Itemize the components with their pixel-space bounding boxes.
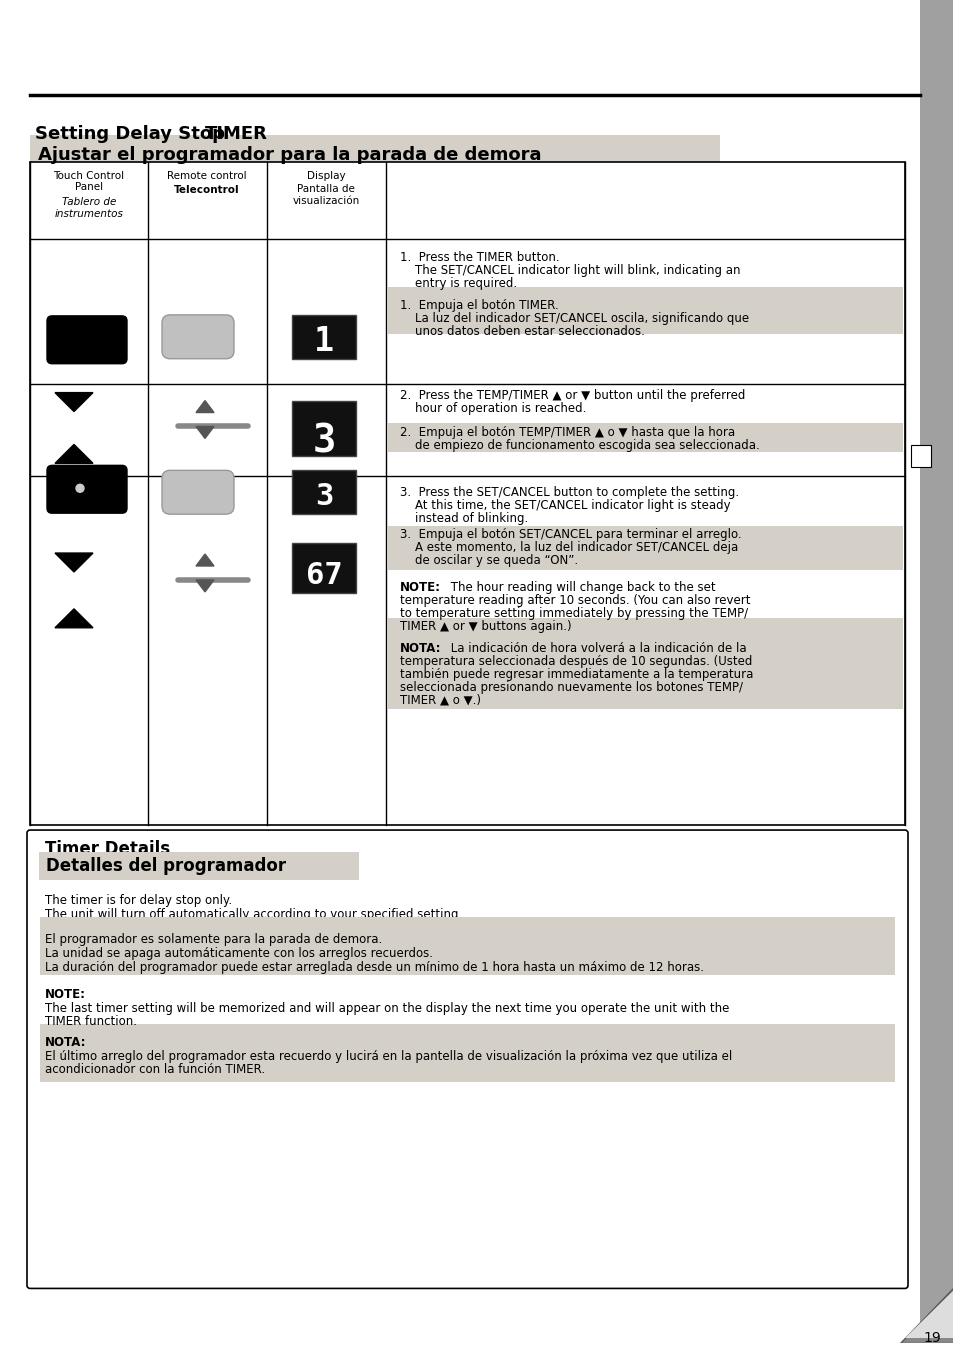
Text: The last timer setting will be memorized and will appear on the display the next: The last timer setting will be memorized… — [45, 1003, 729, 1015]
FancyBboxPatch shape — [387, 526, 902, 570]
Text: The SET/CANCEL indicator light will blink, indicating an: The SET/CANCEL indicator light will blin… — [399, 264, 740, 278]
Polygon shape — [55, 392, 92, 411]
FancyBboxPatch shape — [27, 830, 907, 1289]
Text: Timer Details: Timer Details — [45, 840, 170, 859]
Text: El programador es solamente para la parada de demora.: El programador es solamente para la para… — [45, 933, 382, 946]
FancyBboxPatch shape — [47, 315, 127, 364]
Text: entry is required.: entry is required. — [399, 278, 517, 290]
FancyBboxPatch shape — [387, 422, 902, 453]
Text: Setting Delay Stop: Setting Delay Stop — [35, 124, 231, 143]
Text: The timer is for delay stop only.: The timer is for delay stop only. — [45, 894, 232, 907]
FancyBboxPatch shape — [292, 315, 355, 359]
Text: Telecontrol: Telecontrol — [174, 185, 239, 195]
Text: At this time, the SET/CANCEL indicator light is steady: At this time, the SET/CANCEL indicator l… — [399, 499, 730, 512]
Text: NOTA:: NOTA: — [45, 1037, 87, 1049]
FancyBboxPatch shape — [292, 400, 355, 457]
Text: 3.  Empuja el botón SET/CANCEL para terminar el arreglo.: 3. Empuja el botón SET/CANCEL para termi… — [399, 528, 740, 541]
Polygon shape — [55, 609, 92, 628]
Text: Pantalla de: Pantalla de — [296, 185, 355, 194]
Text: Panel: Panel — [75, 182, 103, 193]
Text: también puede regresar immediatamente a la temperatura: también puede regresar immediatamente a … — [399, 667, 753, 681]
Text: temperature reading after 10 seconds. (You can also revert: temperature reading after 10 seconds. (Y… — [399, 594, 750, 607]
Text: La indicación de hora volverá a la indicación de la: La indicación de hora volverá a la indic… — [447, 642, 746, 655]
Text: de oscilar y se queda “ON”.: de oscilar y se queda “ON”. — [399, 554, 578, 568]
Text: Remote control: Remote control — [167, 171, 247, 182]
Text: Timer duration can be set from a minimum of 1 hour to a maximum of 12 hours.: Timer duration can be set from a minimum… — [45, 922, 521, 934]
FancyBboxPatch shape — [30, 135, 720, 162]
FancyBboxPatch shape — [162, 470, 233, 514]
Text: TIMER function.: TIMER function. — [45, 1015, 137, 1029]
Text: 19: 19 — [923, 1332, 940, 1345]
Text: TIMER ▲ o ▼.): TIMER ▲ o ▼.) — [399, 693, 480, 706]
Text: La unidad se apaga automáticamente con los arreglos recuerdos.: La unidad se apaga automáticamente con l… — [45, 946, 433, 960]
Text: unos datos deben estar seleccionados.: unos datos deben estar seleccionados. — [399, 325, 644, 338]
Polygon shape — [55, 445, 92, 464]
Text: La duración del programador puede estar arreglada desde un mínimo de 1 hora hast: La duración del programador puede estar … — [45, 961, 703, 973]
FancyBboxPatch shape — [387, 287, 902, 334]
FancyBboxPatch shape — [162, 315, 233, 359]
Text: 2.  Empuja el botón TEMP/TIMER ▲ o ▼ hasta que la hora: 2. Empuja el botón TEMP/TIMER ▲ o ▼ hast… — [399, 426, 735, 439]
Text: 1.  Empuja el botón TIMER.: 1. Empuja el botón TIMER. — [399, 299, 558, 311]
Polygon shape — [195, 580, 213, 592]
Text: La luz del indicador SET/CANCEL oscila, significando que: La luz del indicador SET/CANCEL oscila, … — [399, 311, 748, 325]
FancyBboxPatch shape — [40, 1024, 894, 1082]
Polygon shape — [899, 1287, 953, 1343]
Text: 1: 1 — [314, 325, 334, 357]
Text: visualización: visualización — [292, 197, 359, 206]
Text: instead of blinking.: instead of blinking. — [399, 512, 528, 526]
FancyBboxPatch shape — [292, 543, 355, 593]
FancyBboxPatch shape — [47, 465, 127, 514]
FancyBboxPatch shape — [387, 617, 902, 709]
Text: 2.  Press the TEMP/TIMER ▲ or ▼ button until the preferred: 2. Press the TEMP/TIMER ▲ or ▼ button un… — [399, 388, 744, 402]
Text: TIMER: TIMER — [205, 124, 268, 143]
Text: NOTA:: NOTA: — [399, 642, 441, 655]
FancyBboxPatch shape — [39, 852, 358, 880]
Text: Tablero de: Tablero de — [62, 197, 116, 208]
Text: Display: Display — [306, 171, 345, 182]
Text: 3: 3 — [314, 483, 333, 511]
Polygon shape — [195, 554, 213, 566]
Text: The hour reading will change back to the set: The hour reading will change back to the… — [447, 581, 715, 594]
Polygon shape — [55, 553, 92, 572]
Text: NOTE:: NOTE: — [399, 581, 440, 594]
Text: Touch Control: Touch Control — [53, 171, 125, 182]
FancyBboxPatch shape — [30, 162, 904, 825]
Circle shape — [76, 484, 84, 492]
FancyBboxPatch shape — [292, 470, 355, 514]
Text: The unit will turn off automatically according to your specified setting.: The unit will turn off automatically acc… — [45, 907, 462, 921]
Text: A este momento, la luz del indicador SET/CANCEL deja: A este momento, la luz del indicador SET… — [399, 541, 738, 554]
Polygon shape — [195, 426, 213, 438]
Text: 1.  Press the TIMER button.: 1. Press the TIMER button. — [399, 251, 559, 264]
FancyBboxPatch shape — [40, 917, 894, 975]
Text: 3: 3 — [312, 422, 335, 461]
Text: temperatura seleccionada después de 10 segundas. (Usted: temperatura seleccionada después de 10 s… — [399, 655, 752, 667]
Text: Detalles del programador: Detalles del programador — [46, 857, 286, 875]
Text: Ajustar el programador para la parada de demora: Ajustar el programador para la parada de… — [38, 147, 541, 164]
Text: acondicionador con la función TIMER.: acondicionador con la función TIMER. — [45, 1064, 265, 1076]
Text: 67: 67 — [305, 561, 342, 590]
FancyBboxPatch shape — [910, 445, 930, 468]
Text: El último arreglo del programador esta recuerdo y lucirá en la pantella de visua: El último arreglo del programador esta r… — [45, 1050, 732, 1064]
Text: NOTE:: NOTE: — [45, 988, 86, 1002]
Polygon shape — [904, 1290, 953, 1339]
Text: seleccionada presionando nuevamente los botones TEMP/: seleccionada presionando nuevamente los … — [399, 681, 742, 694]
Text: to temperature setting immediately by pressing the TEMP/: to temperature setting immediately by pr… — [399, 607, 747, 620]
Text: 3.  Press the SET/CANCEL button to complete the setting.: 3. Press the SET/CANCEL button to comple… — [399, 487, 739, 499]
Polygon shape — [195, 400, 213, 412]
FancyBboxPatch shape — [919, 0, 953, 1343]
Text: de empiezo de funcionamento escogida sea seleccionada.: de empiezo de funcionamento escogida sea… — [399, 439, 759, 453]
Text: hour of operation is reached.: hour of operation is reached. — [399, 402, 586, 415]
Text: TIMER ▲ or ▼ buttons again.): TIMER ▲ or ▼ buttons again.) — [399, 620, 571, 632]
Text: instrumentos: instrumentos — [54, 209, 123, 220]
